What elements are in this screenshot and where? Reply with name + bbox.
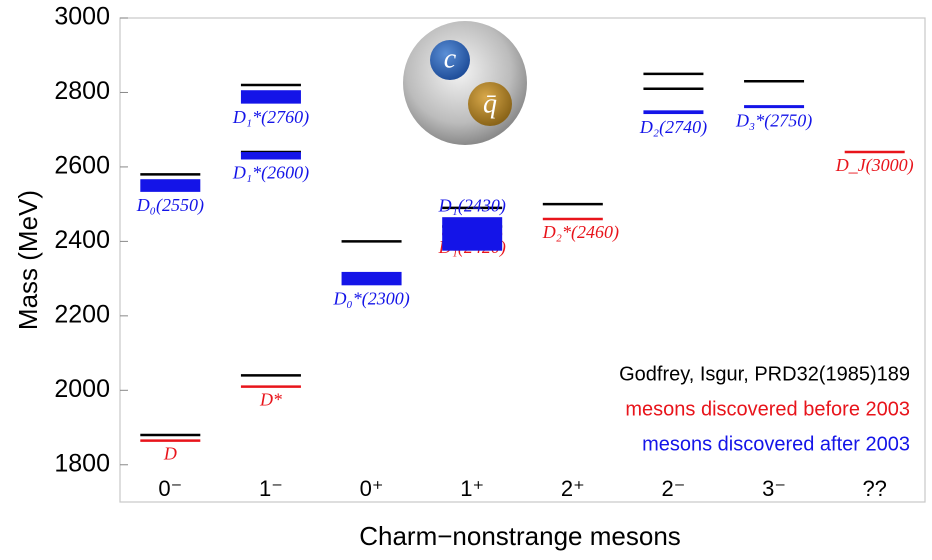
chart: c q̄ Mass (MeV) Charm−nonstrange mesons …: [0, 0, 932, 555]
x-tick-label: 1⁺: [460, 476, 484, 501]
data-label: D₂(2740): [639, 117, 707, 138]
y-axis-label: Mass (MeV): [13, 190, 43, 330]
y-tick-label: 2200: [54, 300, 110, 328]
level-box: [342, 272, 402, 285]
y-tick-label: 1800: [54, 449, 110, 477]
x-tick-label: 1⁻: [259, 476, 283, 501]
data-label: D*: [259, 390, 282, 410]
data-label: D₁(2430): [438, 195, 506, 216]
data-label: D₂*(2460): [542, 222, 619, 243]
x-axis-label: Charm−nonstrange mesons: [359, 521, 681, 551]
level-box: [140, 179, 200, 192]
x-tick-label: ??: [862, 476, 886, 501]
data-label: D: [163, 444, 177, 464]
data-label: D₀*(2300): [332, 288, 409, 309]
y-tick-label: 2800: [54, 77, 110, 105]
illustration: c q̄: [403, 21, 527, 145]
legend-entry: Godfrey, Isgur, PRD32(1985)189: [619, 363, 910, 385]
x-tick-label: 0⁻: [158, 476, 182, 501]
level-box: [241, 152, 301, 159]
data-label: D₁*(2600): [232, 163, 309, 184]
y-tick-label: 2400: [54, 226, 110, 254]
legend-entry: mesons discovered before 2003: [625, 398, 910, 420]
antiquark-label: q̄: [483, 88, 497, 119]
x-tick-label: 0⁺: [360, 476, 384, 501]
data-label: D₁*(2760): [232, 107, 309, 128]
level-box: [643, 110, 703, 114]
data-label: D₃*(2750): [735, 110, 812, 131]
x-tick-label: 3⁻: [762, 476, 786, 501]
y-tick-label: 3000: [54, 3, 110, 31]
level-box: [744, 105, 804, 108]
x-tick-label: 2⁻: [662, 476, 686, 501]
legend-entry: mesons discovered after 2003: [642, 433, 910, 455]
y-tick-label: 2000: [54, 375, 110, 403]
level-box: [442, 217, 502, 251]
data-label: D_J(3000): [835, 155, 914, 176]
quark-label: c: [444, 43, 457, 74]
level-box: [241, 90, 301, 103]
y-tick-label: 2600: [54, 152, 110, 180]
x-tick-label: 2⁺: [561, 476, 585, 501]
data-label: D₀(2550): [136, 195, 204, 216]
